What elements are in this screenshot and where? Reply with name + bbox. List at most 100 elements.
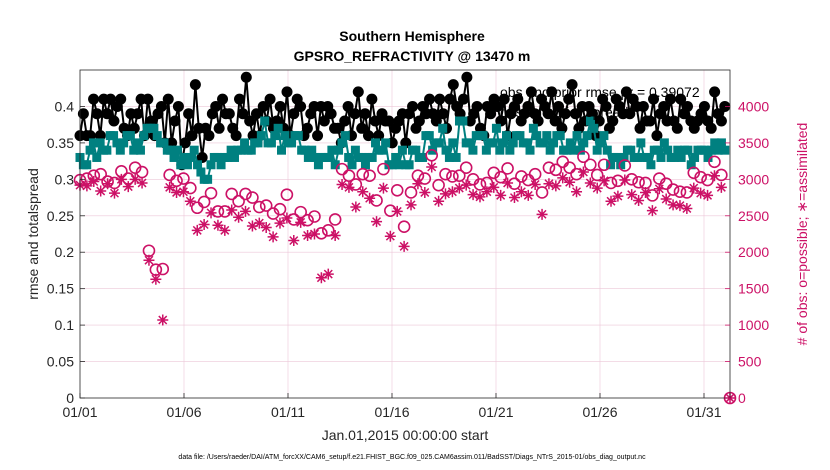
data-point <box>646 160 656 170</box>
data-point <box>226 145 236 155</box>
data-point <box>371 138 381 148</box>
data-point <box>438 123 448 133</box>
obs-assimilated-point <box>598 175 610 187</box>
y-tick-label: 0 <box>66 390 74 406</box>
obs-possible-point <box>280 188 294 201</box>
data-point <box>566 79 578 91</box>
data-point <box>413 115 425 127</box>
data-point <box>522 100 534 112</box>
obs-possible-point <box>501 162 514 175</box>
data-point <box>344 152 354 162</box>
data-point <box>675 93 687 105</box>
obs-possible-point <box>211 205 225 218</box>
data-point <box>101 108 113 120</box>
data-point <box>253 138 263 148</box>
obs-possible-point <box>439 167 452 181</box>
data-point <box>189 145 199 155</box>
data-point <box>716 138 726 148</box>
data-point <box>179 137 191 149</box>
data-point <box>356 122 368 134</box>
obs-assimilated-point <box>364 192 376 204</box>
data-point <box>281 86 293 98</box>
y-right-tick-labels: 0 500 1000 1500 2000 2500 3000 3500 4000 <box>738 98 769 406</box>
y-right-tick-label: 2500 <box>738 208 769 224</box>
data-point <box>367 152 377 162</box>
data-point <box>203 174 213 184</box>
obs-possible-point <box>694 170 707 184</box>
data-point <box>705 122 717 134</box>
data-point <box>669 152 679 162</box>
obs-assimilated-point <box>508 192 520 204</box>
data-point <box>82 160 92 170</box>
obs-possible-point <box>328 213 342 226</box>
x-tick-label: 01/06 <box>166 404 201 420</box>
obs-assimilated-point <box>446 186 458 198</box>
data-point <box>659 138 669 148</box>
data-point <box>91 108 103 120</box>
data-point <box>102 145 112 155</box>
data-point <box>502 131 512 141</box>
obs-assimilated-point <box>212 219 224 231</box>
obs-assimilated-point <box>481 186 493 198</box>
data-point <box>437 108 449 120</box>
data-point <box>715 115 727 127</box>
obs-assimilated-point <box>715 181 727 193</box>
obs-possible-point <box>232 194 245 208</box>
data-point <box>555 131 565 141</box>
obs-assimilated-point <box>274 217 286 229</box>
obs-assimilated-point <box>329 229 341 241</box>
obs-assimilated-point <box>412 178 424 190</box>
obs-possible-point <box>246 191 259 204</box>
data-point <box>129 145 139 155</box>
y-axis-label: rmse and totalspread <box>25 168 41 300</box>
data-point <box>572 131 582 141</box>
obs-assimilated-point <box>522 189 534 201</box>
y-tick-label: 0.25 <box>47 208 74 224</box>
data-point <box>593 115 605 127</box>
data-point <box>644 115 656 127</box>
data-point <box>216 160 226 170</box>
obs-assimilated-point <box>571 186 583 198</box>
data-point <box>213 152 223 162</box>
obs-assimilated-point <box>515 186 527 198</box>
obs-assimilated-point <box>322 268 334 280</box>
data-point <box>359 108 371 120</box>
data-point <box>556 122 568 134</box>
obs-assimilated-point <box>81 180 93 192</box>
data-point <box>596 138 606 148</box>
y-right-tick-label: 500 <box>738 354 762 370</box>
obs-assimilated-point <box>226 204 238 216</box>
obs-possible-point <box>604 176 618 190</box>
obs-assimilated-point <box>129 173 141 185</box>
data-point <box>451 152 461 162</box>
axis-ticks <box>79 106 730 399</box>
data-point <box>651 130 663 142</box>
obs-assimilated-point <box>343 181 355 193</box>
data-point <box>468 145 478 155</box>
obs-assimilated-point <box>474 191 486 203</box>
data-point <box>210 100 222 112</box>
obs-possible-point <box>590 168 604 182</box>
data-point <box>424 131 434 141</box>
obs-assimilated-point <box>302 229 314 241</box>
data-point <box>575 145 585 155</box>
data-point <box>599 131 609 141</box>
obs-possible-point <box>680 186 694 199</box>
data-point <box>703 152 713 162</box>
data-point <box>250 108 262 120</box>
data-point <box>512 93 524 105</box>
obs-assimilated-point <box>660 193 672 205</box>
data-point <box>579 138 589 148</box>
data-point <box>457 93 469 105</box>
legend-entry-spread: obs and prior spread <box>500 104 628 120</box>
chart-title: Southern Hemisphere <box>339 28 485 44</box>
data-point <box>515 131 525 141</box>
data-point <box>162 93 174 105</box>
data-point <box>565 138 575 148</box>
data-point <box>189 79 201 91</box>
data-point <box>698 100 710 112</box>
data-point <box>656 152 666 162</box>
y-tick-label: 0.4 <box>55 98 75 114</box>
data-point <box>264 93 276 105</box>
data-point <box>206 160 216 170</box>
